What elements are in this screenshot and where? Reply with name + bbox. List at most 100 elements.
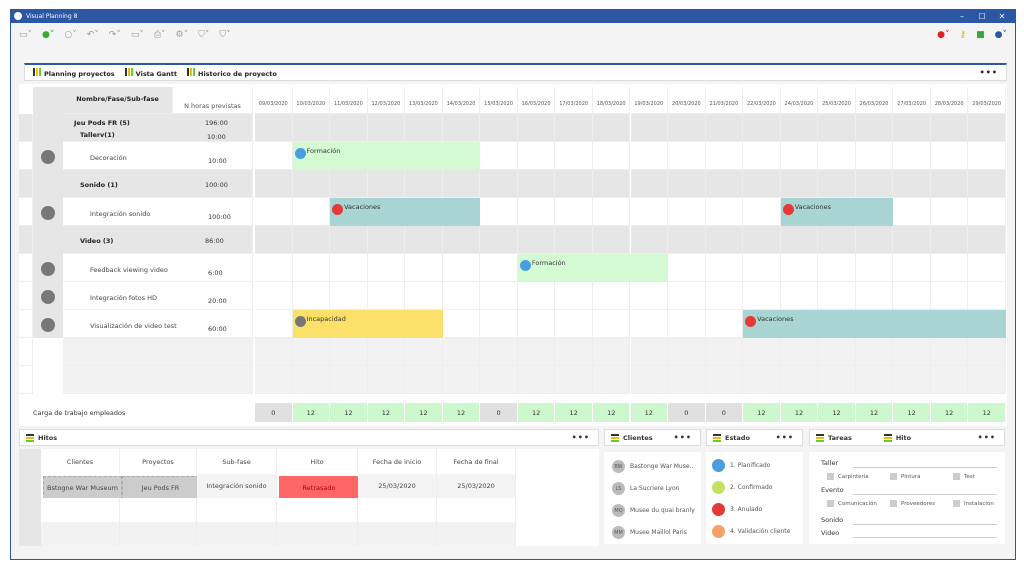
timeline-cell[interactable] <box>555 282 593 310</box>
task-checkbox-item[interactable]: Test <box>953 473 975 480</box>
clientes-more-button[interactable]: ••• <box>673 433 692 442</box>
checkbox[interactable] <box>890 473 897 480</box>
timeline-cell[interactable] <box>930 198 969 226</box>
date-header[interactable]: 11/03/2020 <box>330 87 368 114</box>
timeline-cell[interactable] <box>893 366 931 394</box>
date-header[interactable]: 13/03/2020 <box>405 87 443 114</box>
timeline-cell[interactable] <box>405 282 443 310</box>
timeline-cell[interactable] <box>555 170 593 198</box>
timeline-cell[interactable] <box>367 226 406 254</box>
date-header[interactable]: 17/03/2020 <box>555 87 593 114</box>
date-header[interactable]: 20/03/2020 <box>668 87 706 114</box>
client-item[interactable]: LS La Sucriere Lyon <box>612 482 679 495</box>
timeline-cell[interactable] <box>705 226 744 254</box>
timeline-cell[interactable] <box>855 254 894 282</box>
table-row[interactable] <box>63 198 253 226</box>
network-icon[interactable]: ■ <box>976 29 985 40</box>
timeline-cell[interactable] <box>705 282 744 310</box>
tab-hito[interactable]: Hito <box>895 433 912 442</box>
client-item[interactable]: BW Bastonge War Muse.. <box>612 460 693 473</box>
checkbox[interactable] <box>953 473 960 480</box>
timeline-cell[interactable] <box>893 338 931 366</box>
screen-icon[interactable]: ▭˅ <box>19 29 33 40</box>
timeline-cell[interactable] <box>255 198 293 226</box>
timeline-cell[interactable] <box>330 282 368 310</box>
date-header[interactable]: 09/03/2020 <box>255 87 293 114</box>
timeline-cell[interactable] <box>668 198 706 226</box>
timeline-cell[interactable] <box>668 338 706 366</box>
timeline-cell[interactable] <box>893 114 931 142</box>
undo-icon[interactable]: ↶˅ <box>86 29 99 40</box>
timeline-cell[interactable] <box>442 338 481 366</box>
checkbox[interactable] <box>953 500 960 507</box>
timeline-cell[interactable] <box>855 338 894 366</box>
timeline-cell[interactable] <box>442 254 481 282</box>
timeline-cell[interactable] <box>517 366 556 394</box>
timeline-cell[interactable] <box>893 226 931 254</box>
timeline-cell[interactable] <box>630 338 669 366</box>
timeline-cell[interactable] <box>705 254 744 282</box>
hitos-empty-cell[interactable] <box>120 522 197 546</box>
hitos-cell[interactable]: Jeu Pods FR <box>122 476 199 500</box>
timeline-cell[interactable] <box>480 366 518 394</box>
timeline-cell[interactable] <box>517 310 556 338</box>
task-checkbox-item[interactable]: Proveedores <box>890 500 935 507</box>
timeline-cell[interactable] <box>930 226 969 254</box>
timeline-cell[interactable] <box>292 366 331 394</box>
timeline-cell[interactable] <box>405 338 443 366</box>
status-item[interactable]: 3. Anulado <box>712 503 762 516</box>
timeline-cell[interactable] <box>668 114 706 142</box>
timeline-cell[interactable] <box>442 282 481 310</box>
timeline-cell[interactable] <box>592 114 631 142</box>
timeline-cell[interactable] <box>292 254 331 282</box>
timeline-cell[interactable] <box>855 114 894 142</box>
hitos-empty-cell[interactable] <box>197 522 277 546</box>
timeline-cell[interactable] <box>855 366 894 394</box>
timeline-cell[interactable] <box>705 338 744 366</box>
tab-tareas[interactable]: Tareas <box>828 433 852 442</box>
timeline-cell[interactable] <box>968 114 1006 142</box>
table-row[interactable] <box>63 226 253 254</box>
date-header[interactable]: 19/03/2020 <box>630 87 669 114</box>
timeline-cell[interactable] <box>743 142 781 170</box>
timeline-cell[interactable] <box>405 114 443 142</box>
timeline-cell[interactable] <box>930 366 969 394</box>
date-header[interactable]: 15/03/2020 <box>480 87 518 114</box>
estado-more-button[interactable]: ••• <box>775 433 794 442</box>
timeline-cell[interactable] <box>668 142 706 170</box>
timeline-cell[interactable] <box>855 226 894 254</box>
timeline-cell[interactable] <box>968 226 1006 254</box>
timeline-cell[interactable] <box>292 170 331 198</box>
timeline-cell[interactable] <box>968 170 1006 198</box>
date-header[interactable]: 22/03/2020 <box>743 87 781 114</box>
timeline-cell[interactable] <box>893 254 931 282</box>
table-row[interactable] <box>63 366 253 394</box>
filter-icon[interactable]: ⛉˅ <box>198 29 210 40</box>
timeline-cell[interactable] <box>592 170 631 198</box>
hitos-empty-cell[interactable] <box>41 522 120 546</box>
timeline-cell[interactable] <box>818 170 856 198</box>
timeline-cell[interactable] <box>630 310 669 338</box>
timeline-cell[interactable] <box>330 226 368 254</box>
timeline-cell[interactable] <box>442 170 481 198</box>
date-header[interactable]: 12/03/2020 <box>367 87 406 114</box>
timeline-cell[interactable] <box>292 226 331 254</box>
timeline-cell[interactable] <box>592 282 631 310</box>
circle-icon[interactable]: ○˅ <box>64 29 77 40</box>
timeline-cell[interactable] <box>555 338 593 366</box>
timeline-cell[interactable] <box>743 114 781 142</box>
timeline-cell[interactable] <box>480 338 518 366</box>
close-button[interactable]: ✕ <box>998 11 1006 21</box>
timeline-cell[interactable] <box>968 282 1006 310</box>
timeline-cell[interactable] <box>893 170 931 198</box>
timeline-cell[interactable] <box>292 114 331 142</box>
redo-icon[interactable]: ↷˅ <box>108 29 121 40</box>
resource-avatar-icon[interactable] <box>41 206 55 220</box>
timeline-cell[interactable] <box>517 338 556 366</box>
timeline-cell[interactable] <box>480 198 518 226</box>
timeline-cell[interactable] <box>367 366 406 394</box>
timeline-cell[interactable] <box>668 282 706 310</box>
date-header[interactable]: 27/03/2020 <box>893 87 931 114</box>
maximize-button[interactable]: ☐ <box>978 11 986 21</box>
table-row[interactable] <box>63 114 253 142</box>
